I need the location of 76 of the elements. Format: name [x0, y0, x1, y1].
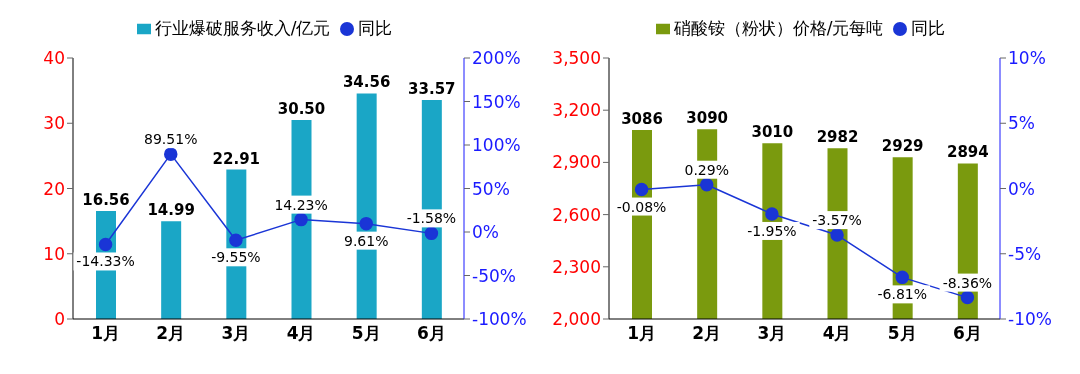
data-label: 0.29% — [684, 161, 729, 178]
x-tick-label: 1月 — [91, 323, 121, 344]
y2-tick-label: 0% — [472, 222, 499, 243]
y2-tick-label: -100% — [472, 309, 527, 330]
y-tick-label: 2,600 — [552, 204, 601, 225]
y2-tick-label: -50% — [472, 265, 516, 286]
x-tick-label: 4月 — [822, 323, 852, 344]
data-label: 33.57 — [408, 79, 456, 98]
y-tick-label: 2,000 — [552, 309, 601, 330]
y-tick-label: 3,200 — [552, 100, 601, 121]
data-label: 3010 — [751, 123, 794, 142]
data-label: -3.57% — [812, 212, 862, 229]
y2-tick-label: -10% — [1008, 309, 1052, 330]
point — [895, 270, 909, 285]
y2-tick-label: 100% — [472, 135, 521, 156]
x-tick-label: 1月 — [627, 323, 657, 344]
data-label: 14.23% — [274, 196, 328, 213]
data-label: -1.95% — [747, 222, 797, 239]
data-label: 3086 — [621, 110, 663, 129]
point — [424, 226, 439, 241]
y2-tick-label: 5% — [1008, 113, 1035, 134]
data-label: -1.58% — [406, 210, 457, 227]
y-tick-label: 3,500 — [552, 48, 601, 69]
point — [294, 212, 308, 227]
y2-tick-label: 10% — [1008, 48, 1046, 69]
y2-tick-label: 50% — [472, 178, 510, 199]
data-label: -14.33% — [76, 253, 135, 270]
y2-tick-label: 150% — [472, 91, 521, 112]
data-label: 2982 — [816, 128, 859, 147]
y-tick-label: 10 — [43, 243, 65, 264]
point — [700, 177, 714, 192]
x-tick-label: 6月 — [416, 323, 446, 344]
legend-label: 同比 — [911, 18, 946, 38]
legend-label: 行业爆破服务收入/亿元 — [154, 18, 331, 38]
data-label: -0.08% — [616, 198, 667, 215]
data-label: 16.56 — [82, 190, 130, 209]
x-tick-label: 3月 — [757, 323, 787, 344]
x-tick-label: 6月 — [952, 323, 982, 344]
data-label: 89.51% — [144, 131, 198, 148]
data-label: -9.55% — [211, 249, 261, 266]
y2-tick-label: 0% — [1008, 178, 1035, 199]
x-tick-label: 3月 — [221, 323, 251, 344]
data-label: 22.91 — [212, 149, 261, 168]
data-label: 9.61% — [344, 232, 389, 249]
y-tick-label: 0 — [54, 309, 65, 330]
y-tick-label: 2,900 — [552, 152, 601, 173]
y2-tick-label: -5% — [1008, 243, 1042, 264]
y-tick-label: 30 — [43, 113, 65, 134]
data-label: -8.36% — [942, 274, 993, 291]
data-label: 14.99 — [147, 201, 195, 220]
data-label: 2929 — [881, 137, 924, 156]
bar — [161, 221, 182, 319]
data-label: -6.81% — [877, 286, 928, 303]
point — [634, 182, 649, 197]
point — [960, 290, 975, 305]
y-tick-label: 40 — [43, 48, 65, 69]
point — [164, 147, 178, 161]
y-tick-label: 20 — [43, 178, 65, 199]
data-label: 34.56 — [342, 73, 391, 92]
data-label: 30.50 — [277, 99, 326, 118]
x-tick-label: 4月 — [286, 323, 316, 344]
y2-tick-label: 200% — [472, 48, 521, 69]
data-label: 2894 — [946, 143, 989, 162]
x-tick-label: 2月 — [156, 323, 186, 344]
point — [359, 216, 373, 231]
point — [98, 237, 113, 252]
legend-label: 同比 — [358, 18, 393, 38]
legend-label: 硝酸铵（粉状）价格/元每吨 — [673, 18, 884, 38]
data-label: 3090 — [686, 109, 729, 128]
point — [765, 207, 779, 221]
point — [229, 233, 243, 248]
x-tick-label: 5月 — [351, 323, 381, 344]
point — [830, 228, 844, 242]
x-tick-label: 5月 — [887, 323, 917, 344]
y-tick-label: 2,300 — [552, 256, 601, 277]
x-tick-label: 2月 — [692, 323, 722, 344]
